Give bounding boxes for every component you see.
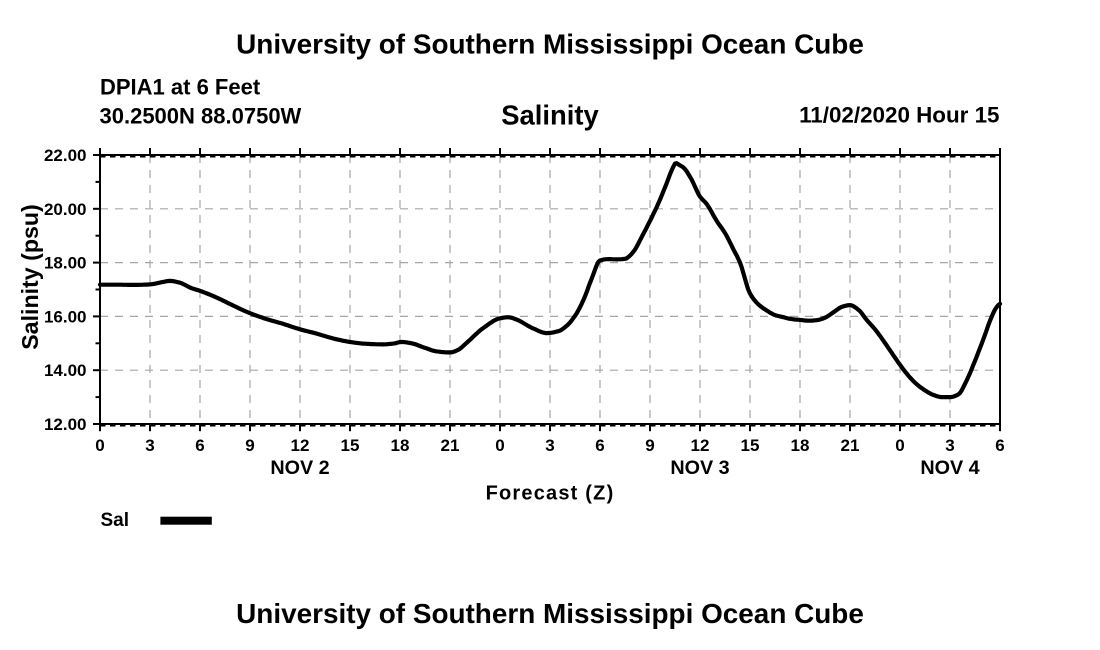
svg-text:20.00: 20.00: [44, 200, 87, 219]
svg-text:14.00: 14.00: [44, 361, 87, 380]
svg-text:3: 3: [545, 436, 554, 455]
svg-text:0: 0: [95, 436, 104, 455]
svg-text:DPIA1 at 6 Feet: DPIA1 at 6 Feet: [100, 74, 261, 99]
svg-text:NOV 3: NOV 3: [670, 457, 729, 479]
svg-text:12: 12: [691, 436, 710, 455]
svg-text:Salinity: Salinity: [501, 100, 599, 131]
svg-text:9: 9: [645, 436, 654, 455]
svg-text:6: 6: [195, 436, 204, 455]
svg-text:Salinity (psu): Salinity (psu): [17, 204, 43, 350]
svg-text:3: 3: [945, 436, 954, 455]
svg-text:6: 6: [995, 436, 1004, 455]
svg-text:15: 15: [741, 436, 760, 455]
svg-text:3: 3: [145, 436, 154, 455]
svg-text:Forecast (Z): Forecast (Z): [486, 483, 615, 505]
svg-text:21: 21: [441, 436, 460, 455]
svg-text:University of Southern Mississ: University of Southern Mississippi Ocean…: [236, 598, 864, 629]
svg-text:Sal: Sal: [101, 510, 130, 531]
svg-text:12: 12: [291, 436, 310, 455]
svg-text:0: 0: [495, 436, 504, 455]
svg-text:11/02/2020 Hour 15: 11/02/2020 Hour 15: [799, 103, 999, 128]
svg-text:16.00: 16.00: [44, 307, 87, 326]
svg-text:9: 9: [245, 436, 254, 455]
svg-text:22.00: 22.00: [44, 146, 87, 165]
svg-text:30.2500N 88.0750W: 30.2500N 88.0750W: [100, 104, 302, 129]
svg-text:University of Southern Mississ: University of Southern Mississippi Ocean…: [236, 29, 864, 60]
svg-text:15: 15: [341, 436, 360, 455]
svg-text:NOV 2: NOV 2: [270, 457, 329, 479]
svg-text:12.00: 12.00: [44, 415, 87, 434]
svg-text:18.00: 18.00: [44, 254, 87, 273]
svg-text:0: 0: [895, 436, 904, 455]
svg-text:6: 6: [595, 436, 604, 455]
svg-text:18: 18: [391, 436, 410, 455]
svg-text:21: 21: [841, 436, 860, 455]
svg-text:18: 18: [791, 436, 810, 455]
svg-text:NOV 4: NOV 4: [920, 457, 979, 479]
